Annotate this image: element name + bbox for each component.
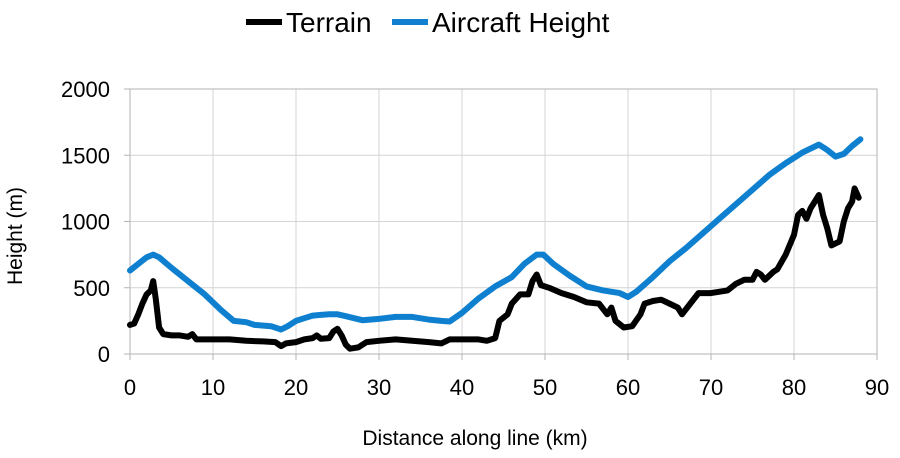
x-tick-label: 30 (367, 375, 391, 400)
gridlines (130, 89, 877, 354)
x-tick-label: 70 (699, 375, 723, 400)
x-tick-label: 40 (450, 375, 474, 400)
legend-label-terrain: Terrain (286, 7, 372, 38)
y-tick-label: 500 (73, 276, 110, 301)
y-tick-label: 1000 (61, 210, 110, 235)
aircraft-height-line (127, 136, 864, 333)
y-axis-title: Height (m) (4, 187, 27, 285)
x-axis-title: Distance along line (km) (362, 427, 587, 450)
plot-area-border (129, 88, 878, 355)
x-tick-label: 20 (284, 375, 308, 400)
y-axis-ticks: 0 500 1000 1500 2000 (61, 77, 110, 367)
x-tick-label: 0 (124, 375, 136, 400)
legend-label-aircraft-height: Aircraft Height (432, 7, 610, 38)
x-tick-label: 10 (201, 375, 225, 400)
y-tick-label: 1500 (61, 143, 110, 168)
plot-frame (124, 88, 878, 360)
legend: Terrain Aircraft Height (246, 7, 610, 38)
series-layer (127, 136, 864, 352)
x-tick-label: 60 (616, 375, 640, 400)
terrain-line (127, 185, 862, 352)
x-tick-label: 80 (782, 375, 806, 400)
y-tick-label: 0 (98, 342, 110, 367)
x-tick-label: 90 (865, 375, 889, 400)
y-tick-label: 2000 (61, 77, 110, 102)
x-axis-ticks: 0 10 20 30 40 50 60 70 80 90 (124, 375, 889, 400)
x-tick-label: 50 (533, 375, 557, 400)
